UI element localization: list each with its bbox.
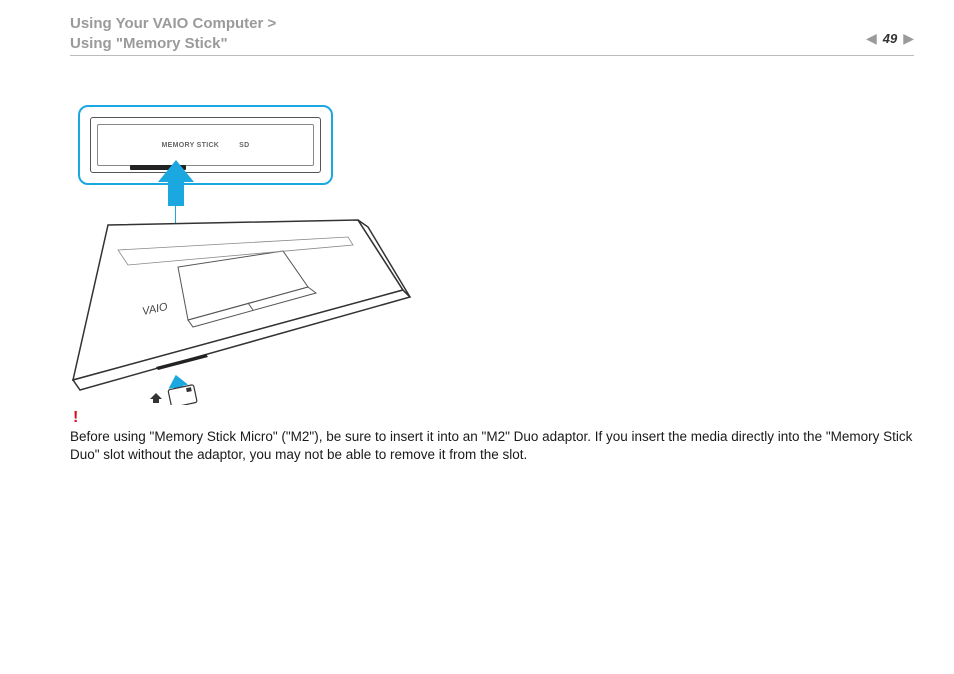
breadcrumb-current: Using "Memory Stick" [70, 34, 914, 54]
slot-callout-box: MEMORY STICK SD [78, 105, 333, 185]
memorystick-slot-label: MEMORY STICK [162, 142, 220, 149]
page-number: 49 [883, 31, 897, 46]
sd-slot-label: SD [239, 142, 249, 149]
warning-icon: ! [73, 410, 914, 426]
prev-page-arrow-icon[interactable]: ◀ [866, 30, 877, 47]
warning-text: Before using "Memory Stick Micro" ("M2")… [70, 428, 914, 464]
insert-arrow-icon [158, 160, 194, 206]
breadcrumb-parent: Using Your VAIO Computer > [70, 14, 914, 34]
slot-panel-inner: MEMORY STICK SD [97, 124, 314, 166]
next-page-arrow-icon[interactable]: ▶ [903, 30, 914, 47]
instruction-figure: MEMORY STICK SD VAIO [78, 105, 378, 395]
page-header: Using Your VAIO Computer > Using "Memory… [70, 14, 914, 53]
warning-note: ! Before using "Memory Stick Micro" ("M2… [70, 410, 914, 464]
slot-panel: MEMORY STICK SD [90, 117, 321, 173]
header-divider [70, 55, 914, 56]
laptop-illustration: VAIO [48, 215, 418, 405]
page-navigation: ◀ 49 ▶ [866, 30, 914, 47]
